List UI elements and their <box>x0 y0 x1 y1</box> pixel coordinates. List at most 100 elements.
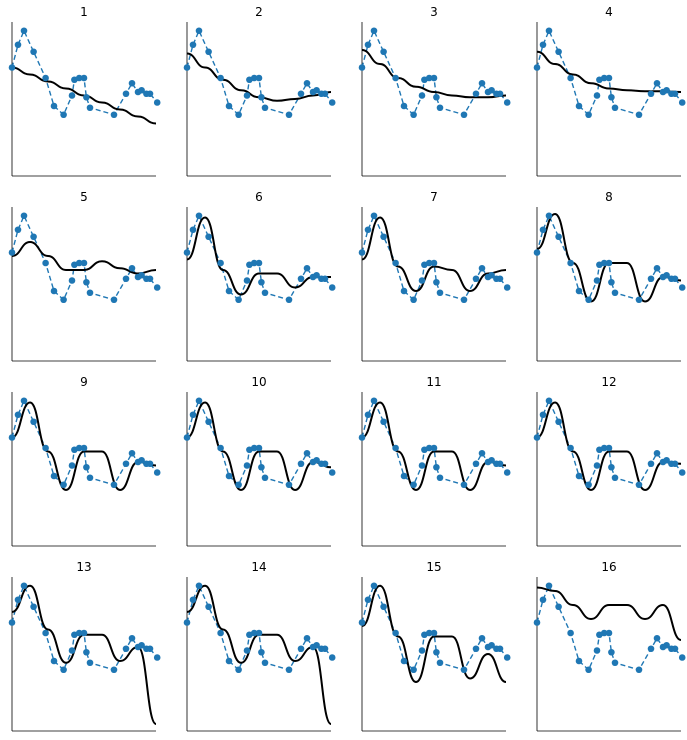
sample-point <box>297 90 305 98</box>
sample-point <box>653 634 661 642</box>
sample-point <box>297 460 305 468</box>
subplot-title: 10 <box>251 375 266 389</box>
sample-point <box>433 278 440 286</box>
sample-point <box>585 481 592 489</box>
fitted-curve <box>537 212 681 303</box>
sample-point <box>671 645 679 653</box>
subplot-9: 9 <box>8 375 161 547</box>
sample-point <box>60 111 67 119</box>
sample-point <box>297 645 305 653</box>
sample-point <box>472 275 480 283</box>
sample-point <box>533 434 541 441</box>
sample-point <box>261 104 269 112</box>
sample-point <box>225 287 233 295</box>
sample-point <box>153 99 161 106</box>
sample-point <box>60 666 67 674</box>
true-function-line <box>537 399 681 486</box>
sample-point <box>663 456 670 464</box>
sample-point <box>83 278 90 286</box>
sample-point <box>400 472 408 480</box>
true-function-line <box>12 214 156 301</box>
sample-point <box>146 645 154 653</box>
sample-point <box>20 582 28 590</box>
sample-point <box>30 603 37 611</box>
subplot-5: 5 <box>8 190 161 362</box>
sample-point <box>593 647 601 654</box>
subplot-title: 16 <box>601 560 616 574</box>
sample-point <box>460 481 468 489</box>
sample-point <box>545 212 553 220</box>
sample-point <box>608 463 615 471</box>
sample-point <box>605 629 613 637</box>
subplot-16: 16 <box>533 560 686 732</box>
sample-point <box>585 296 592 304</box>
sample-point <box>653 449 661 457</box>
fitted-curve <box>362 584 506 684</box>
sample-point <box>258 93 265 101</box>
sample-point <box>42 259 49 267</box>
sample-point <box>80 74 88 82</box>
sample-point <box>75 444 83 452</box>
true-function-line <box>362 29 506 116</box>
sample-point <box>410 296 417 304</box>
sample-point <box>14 411 22 419</box>
sample-point <box>472 90 480 98</box>
sample-point <box>189 596 197 604</box>
sample-point <box>364 41 372 49</box>
sample-point <box>261 474 269 482</box>
sample-point <box>608 648 615 656</box>
sample-point <box>555 603 562 611</box>
sample-point <box>392 629 399 637</box>
sample-point <box>205 48 212 56</box>
sample-point <box>478 634 486 642</box>
sample-point <box>418 92 426 99</box>
sample-point <box>138 271 145 279</box>
subplot-6: 6 <box>183 190 336 362</box>
sample-point <box>539 226 547 234</box>
sample-point <box>567 629 574 637</box>
sample-point <box>635 296 643 304</box>
fitted-curve <box>187 401 331 492</box>
sample-point <box>593 92 601 99</box>
sample-point <box>20 397 28 405</box>
sample-point <box>488 456 495 464</box>
sample-point <box>195 582 203 590</box>
sample-point <box>235 111 242 119</box>
subplot-14: 14 <box>183 560 336 732</box>
subplot-title: 4 <box>605 5 613 19</box>
sample-point <box>533 64 541 71</box>
sample-point <box>235 666 242 674</box>
true-function-line <box>187 29 331 116</box>
sample-point <box>593 277 601 284</box>
sample-point <box>370 397 378 405</box>
sample-point <box>611 474 619 482</box>
sample-point <box>50 102 58 110</box>
sample-point <box>653 264 661 272</box>
sample-point <box>436 659 444 667</box>
sample-point <box>425 259 433 267</box>
sample-point <box>122 460 130 468</box>
sample-point <box>370 582 378 590</box>
sample-point <box>400 657 408 665</box>
sample-point <box>8 64 16 71</box>
subplot-title: 15 <box>426 560 441 574</box>
subplot-12: 12 <box>533 375 686 547</box>
true-function-line <box>12 29 156 116</box>
subplot-title: 8 <box>605 190 613 204</box>
subplot-title: 11 <box>426 375 441 389</box>
sample-point <box>370 212 378 220</box>
sample-point <box>153 284 161 291</box>
sample-point <box>410 111 417 119</box>
sample-point <box>258 278 265 286</box>
sample-point <box>478 449 486 457</box>
sample-point <box>358 64 366 71</box>
sample-point <box>86 659 94 667</box>
sample-point <box>488 641 495 649</box>
sample-point <box>303 264 311 272</box>
sample-point <box>433 93 440 101</box>
sample-point <box>503 284 511 291</box>
sample-point <box>460 296 468 304</box>
sample-point <box>83 93 90 101</box>
true-function-line <box>12 399 156 486</box>
